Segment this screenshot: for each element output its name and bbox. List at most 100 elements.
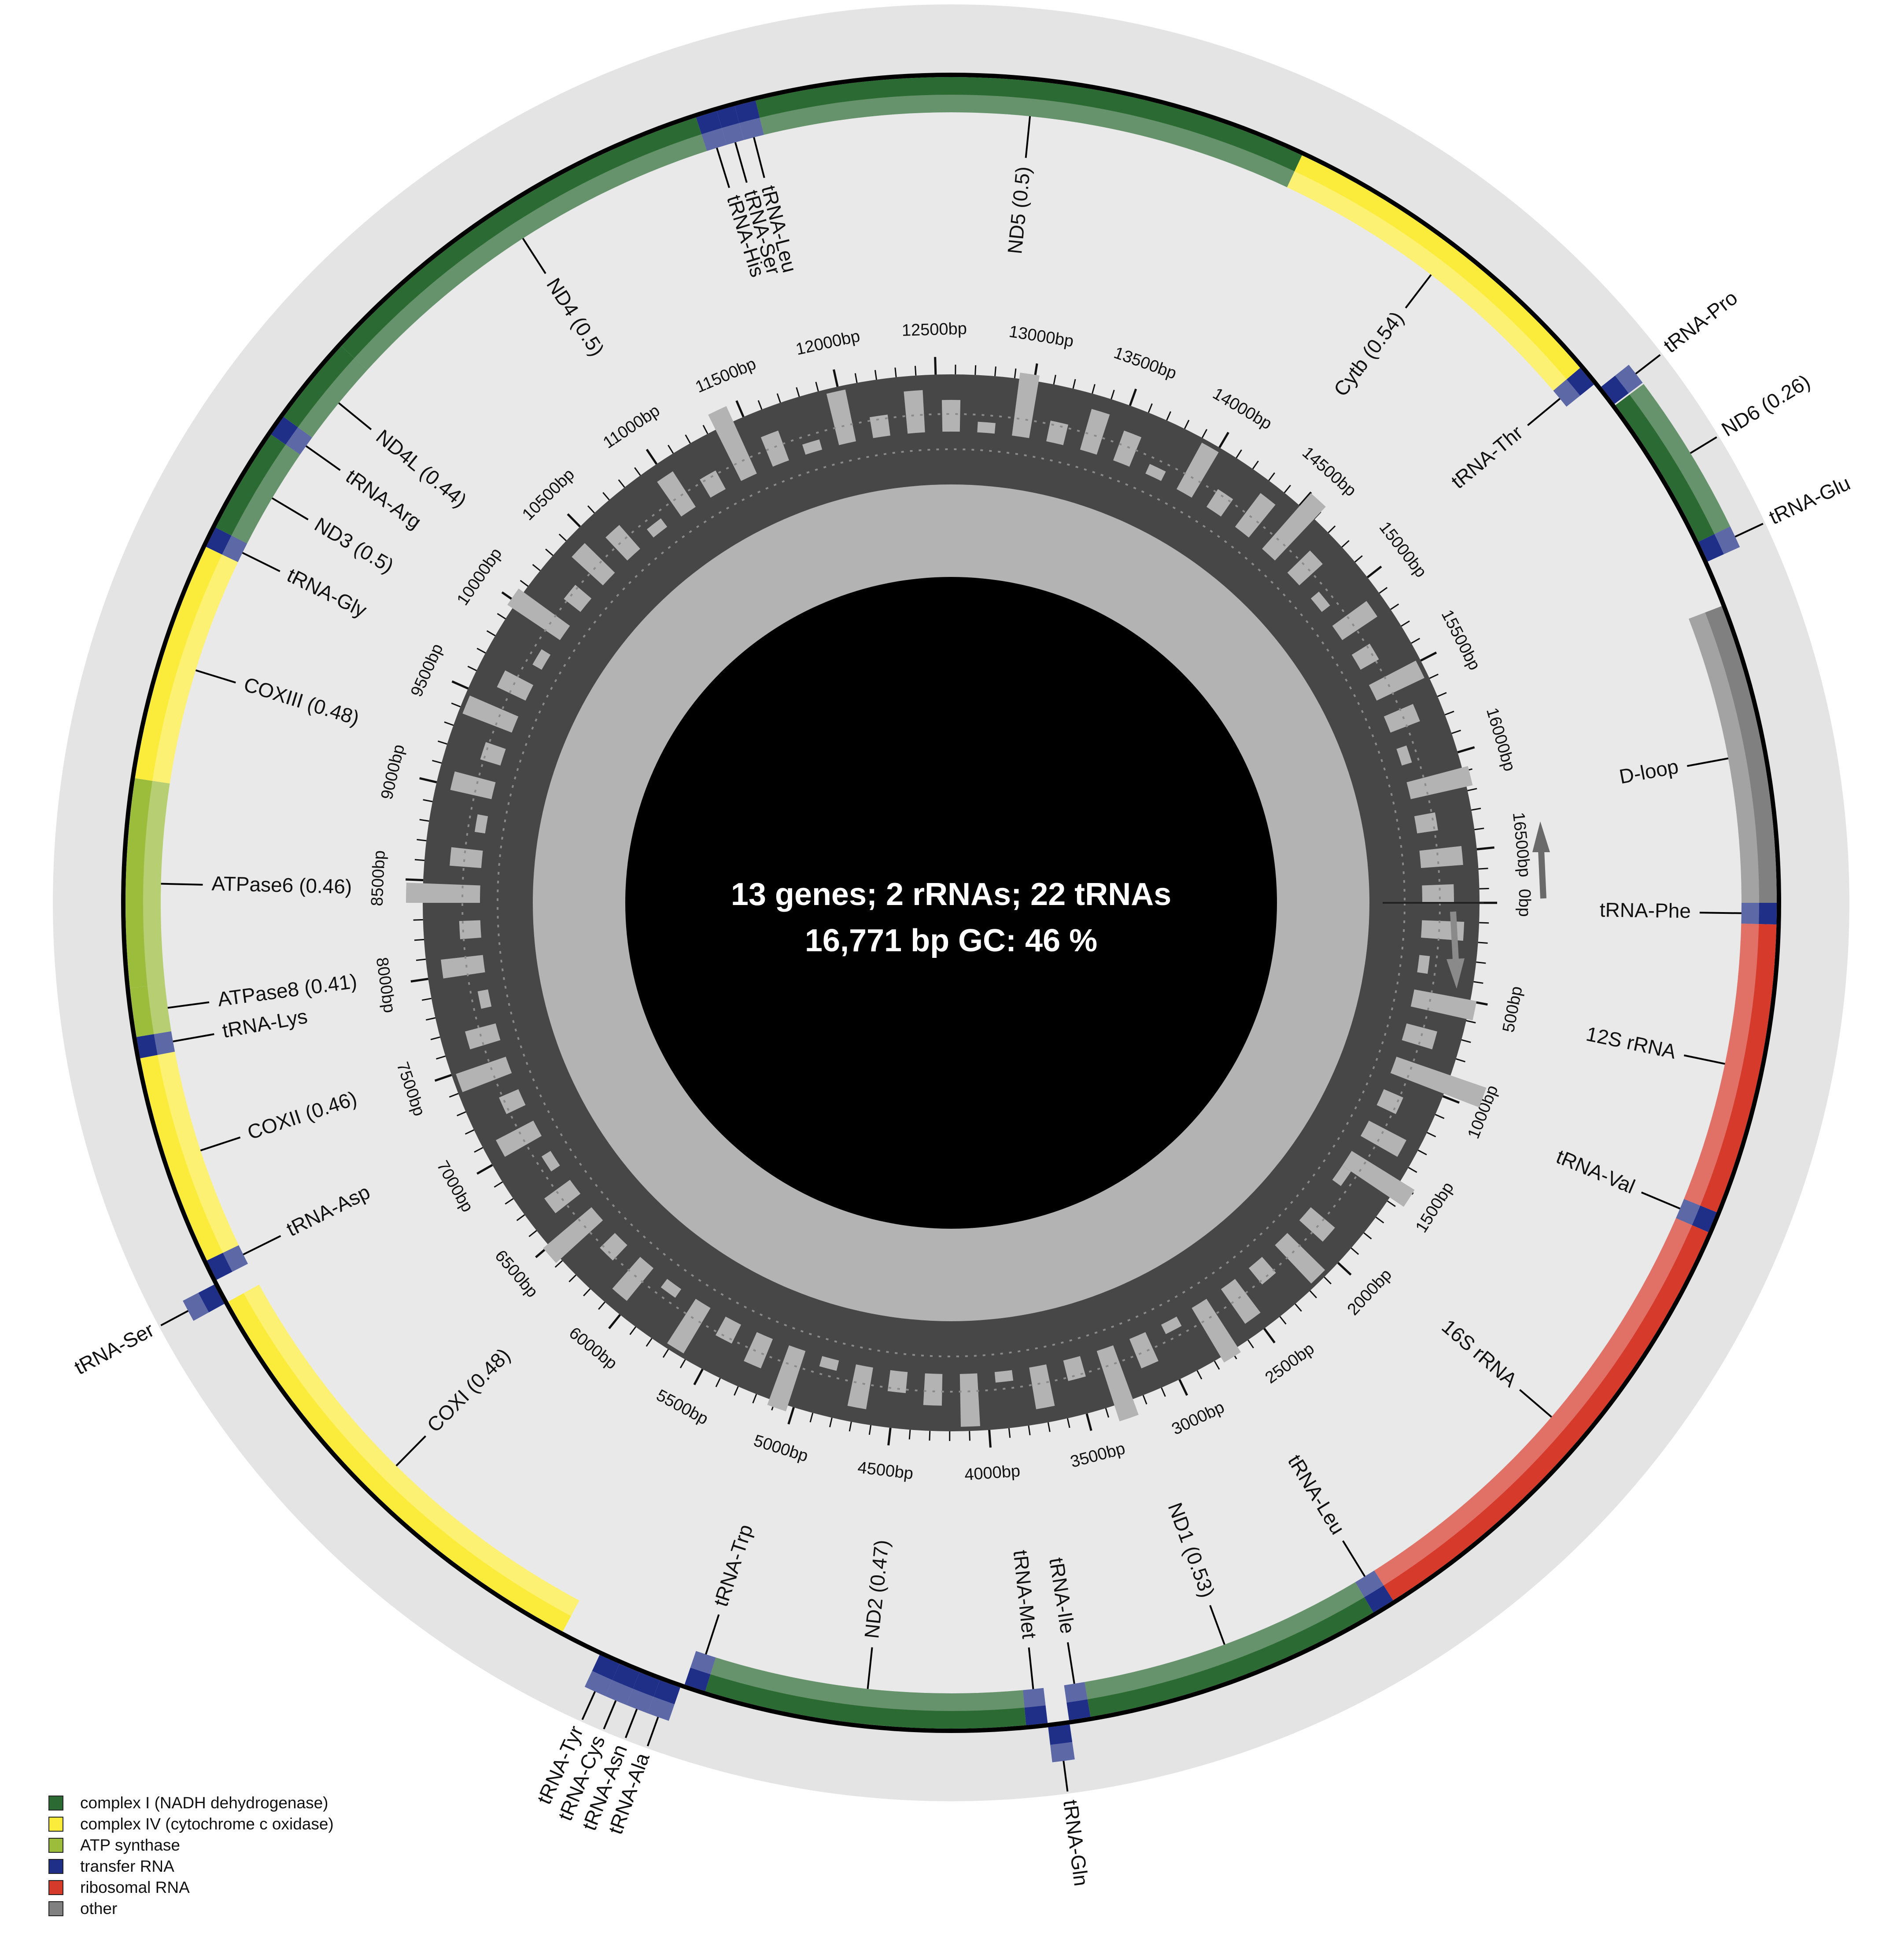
gc-bar: [441, 955, 485, 979]
tick: [1111, 390, 1115, 399]
legend-swatch: [48, 1796, 63, 1811]
tick: [1247, 1339, 1254, 1349]
tick: [1184, 420, 1190, 429]
gc-bar: [459, 920, 481, 939]
tick: [1008, 1428, 1011, 1438]
tick: [598, 1301, 605, 1310]
label-leader-trna-leu: [1342, 1540, 1366, 1577]
gc-bar: [1156, 481, 1177, 499]
gc-bar: [491, 997, 537, 1024]
tick-label-4000bp: 4000bp: [964, 1462, 1021, 1484]
legend-item: ribosomal RNA: [48, 1877, 334, 1898]
gc-bar: [1351, 643, 1379, 670]
gc-bar: [1313, 1173, 1332, 1194]
gc-bar: [1113, 430, 1142, 467]
gc-bar: [506, 732, 551, 763]
tick: [1129, 388, 1137, 406]
gc-bar: [1396, 1004, 1411, 1024]
gc-bar: [627, 1214, 668, 1257]
gc-bar: [450, 847, 483, 868]
label-leader-trna-asn: [624, 1709, 638, 1738]
gc-bar: [847, 1364, 873, 1409]
label-leader-trna-gln: [1063, 1761, 1069, 1792]
gc-bar: [600, 1233, 627, 1261]
gc-bar: [496, 1120, 542, 1157]
tick: [693, 1368, 704, 1386]
feature-trna-ser: [716, 106, 744, 145]
gc-bar: [1414, 812, 1438, 834]
gc-bar: [542, 1120, 578, 1151]
gc-bar: [925, 432, 944, 475]
strand-arrow-up: [1532, 821, 1550, 899]
gc-bar: [1287, 550, 1323, 586]
tick: [776, 393, 781, 403]
tick: [1166, 411, 1171, 421]
label-trna-glu: tRNA-Glu: [1765, 471, 1853, 528]
tick: [734, 1386, 739, 1396]
strand-arrow-down: [1446, 911, 1465, 989]
gc-bar: [477, 989, 492, 1009]
feature-nd2-0-47: [705, 1657, 1026, 1729]
tick: [988, 1430, 992, 1448]
tick: [434, 1074, 452, 1082]
legend-swatch: [48, 1817, 63, 1832]
gc-content-bars: [406, 373, 1487, 1427]
gc-bar: [741, 1296, 770, 1332]
label-leader-atpase8-0-41: [167, 1001, 210, 1009]
tick: [757, 400, 763, 410]
gc-bar: [1096, 1345, 1139, 1422]
feature-trna-phe: [1741, 903, 1777, 925]
tick: [1028, 1425, 1031, 1436]
tick: [1236, 449, 1242, 458]
gc-bar: [1342, 1151, 1415, 1207]
tick: [815, 381, 819, 392]
tick: [1478, 942, 1488, 944]
gc-bar: [1080, 409, 1110, 455]
gc-bar: [1325, 640, 1352, 666]
gc-bar: [744, 1332, 773, 1369]
center-disc: [625, 577, 1277, 1229]
gc-bar: [977, 421, 996, 434]
tick: [1047, 1422, 1051, 1432]
gc-bar: [873, 1326, 896, 1371]
tick: [629, 1326, 636, 1335]
gc-bar: [802, 439, 823, 455]
tick: [668, 444, 674, 454]
gc-bar: [480, 868, 513, 887]
tick: [516, 1214, 525, 1221]
tick: [994, 366, 996, 377]
gc-bar: [1299, 1207, 1335, 1242]
tick: [558, 533, 567, 541]
tick: [1420, 651, 1437, 662]
gc-bar: [1055, 445, 1080, 480]
gc-bar: [1248, 1230, 1275, 1257]
tick: [583, 1288, 591, 1297]
feature-trna-tyr: [584, 1655, 620, 1696]
feature-trna-his: [696, 111, 727, 151]
tick: [406, 878, 424, 882]
tick: [1476, 846, 1494, 850]
feature-nd5-0-5: [755, 77, 1302, 188]
legend-label: transfer RNA: [80, 1857, 174, 1875]
tick: [735, 400, 745, 418]
tick: [849, 1422, 852, 1432]
label-atpase6-0-46: ATPase6 (0.46): [211, 872, 352, 898]
label-leader-cytb-0-54: [1405, 274, 1432, 309]
gc-bar: [667, 516, 706, 561]
feature-trna-lys: [136, 1031, 175, 1058]
feature-trna-asp: [207, 1245, 248, 1280]
label-leader-coxi-0-48: [395, 1435, 426, 1467]
label-leader-nd4l-0-44: [338, 402, 372, 430]
label-leader-nd4-0-5: [522, 238, 546, 274]
feature-nd6-0-26: [1615, 384, 1731, 542]
tick: [1328, 525, 1336, 533]
label-trna-ser: tRNA-Ser: [70, 1318, 158, 1379]
label-trna-phe: tRNA-Phe: [1600, 898, 1691, 922]
gc-bar: [543, 1207, 603, 1263]
tick: [1196, 1370, 1203, 1380]
tick: [1401, 620, 1410, 627]
gc-bar: [681, 1271, 708, 1299]
tick: [532, 564, 541, 571]
feature-16s-rrna: [1374, 1218, 1708, 1600]
